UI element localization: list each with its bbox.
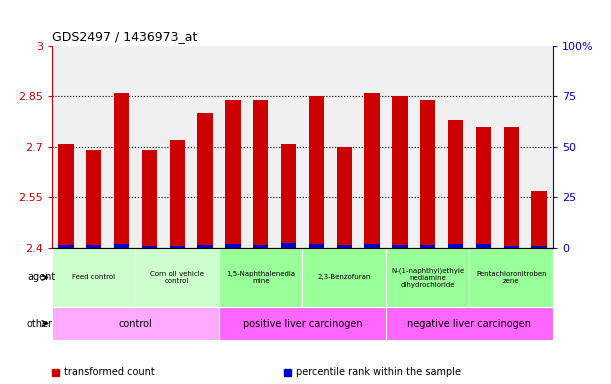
Text: N-(1-naphthyl)ethyle
nediamine
dihydrochloride: N-(1-naphthyl)ethyle nediamine dihydroch… — [391, 267, 464, 288]
Bar — [219, 248, 302, 307]
Bar — [309, 96, 324, 248]
Bar — [197, 113, 213, 248]
Bar — [476, 244, 491, 248]
Bar — [364, 244, 379, 248]
Bar — [503, 245, 519, 248]
Bar — [337, 147, 352, 248]
Bar — [52, 248, 136, 307]
Text: percentile rank within the sample: percentile rank within the sample — [296, 367, 461, 377]
Bar — [309, 244, 324, 248]
Bar — [86, 245, 101, 248]
Text: Feed control: Feed control — [72, 275, 115, 280]
Text: GDS2497 / 1436973_at: GDS2497 / 1436973_at — [52, 30, 197, 43]
Bar — [392, 96, 408, 248]
Bar — [169, 245, 185, 248]
Bar — [469, 248, 553, 307]
Bar — [337, 245, 352, 248]
Bar — [281, 243, 296, 248]
Text: agent: agent — [27, 272, 55, 283]
Bar — [448, 120, 463, 248]
Bar — [142, 246, 157, 248]
Bar — [197, 245, 213, 248]
Text: transformed count: transformed count — [64, 367, 155, 377]
Bar — [219, 307, 386, 340]
Bar — [392, 245, 408, 248]
Bar — [364, 93, 379, 248]
Text: negative liver carcinogen: negative liver carcinogen — [408, 318, 532, 329]
Bar — [420, 100, 436, 248]
Bar — [448, 244, 463, 248]
Bar — [86, 150, 101, 248]
Text: 1,5-Naphthalenedia
mine: 1,5-Naphthalenedia mine — [226, 271, 295, 284]
Bar — [114, 244, 129, 248]
Bar — [169, 140, 185, 248]
Text: positive liver carcinogen: positive liver carcinogen — [243, 318, 362, 329]
Bar — [281, 144, 296, 248]
Bar — [114, 93, 129, 248]
Bar — [225, 100, 241, 248]
Text: control: control — [119, 318, 152, 329]
Bar — [52, 307, 219, 340]
Text: Corn oil vehicle
control: Corn oil vehicle control — [150, 271, 204, 284]
Bar — [386, 307, 553, 340]
Bar — [58, 144, 73, 248]
Bar — [302, 248, 386, 307]
Bar — [386, 248, 469, 307]
Bar — [532, 246, 547, 248]
Text: 2,3-Benzofuran: 2,3-Benzofuran — [318, 275, 371, 280]
Bar — [532, 190, 547, 248]
Bar — [253, 100, 268, 248]
Bar — [503, 127, 519, 248]
Bar — [420, 245, 436, 248]
Bar — [225, 244, 241, 248]
Bar — [58, 245, 73, 248]
Bar — [253, 245, 268, 248]
Bar — [136, 248, 219, 307]
Bar — [142, 150, 157, 248]
Text: Pentachloronitroben
zene: Pentachloronitroben zene — [476, 271, 546, 284]
Text: other: other — [27, 318, 53, 329]
Bar — [476, 127, 491, 248]
